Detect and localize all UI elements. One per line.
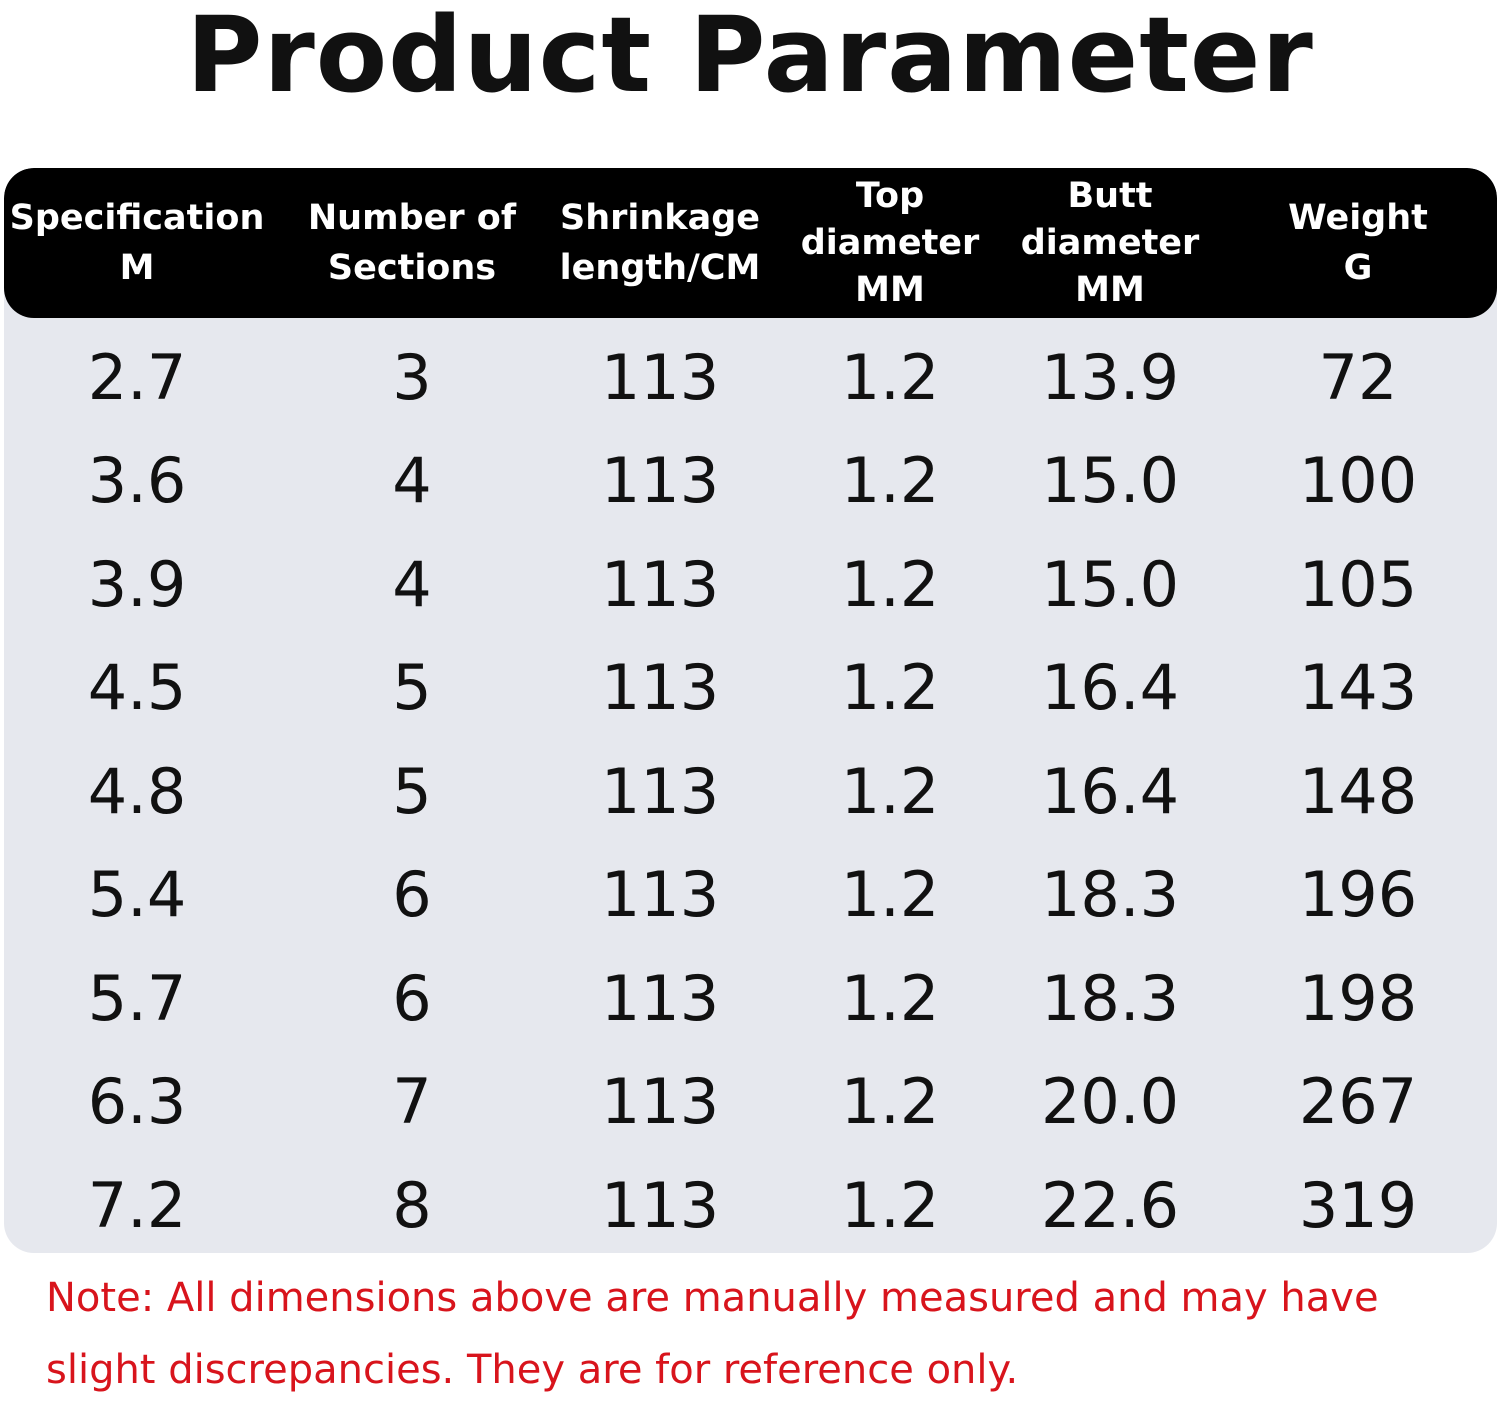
table-cell: 1.2 (840, 340, 940, 414)
header-line: diameter (1020, 222, 1200, 263)
table-cell: 1.2 (840, 754, 940, 828)
table-cell: 100 (1298, 444, 1418, 517)
table-cell: 6 (392, 961, 432, 1035)
table-cell: 3.6 (87, 444, 187, 517)
table-cell: 5.4 (87, 858, 187, 931)
table-cell: 105 (1298, 547, 1418, 621)
header-cell: Top diameter MM (790, 168, 990, 318)
table-cell: 1.2 (840, 444, 940, 517)
table-cell: 4.5 (87, 651, 187, 724)
table-cell: 319 (1298, 1168, 1418, 1242)
table-cell: 113 (600, 858, 720, 931)
table-cell: 15.0 (1040, 444, 1180, 517)
table-cell: 113 (600, 754, 720, 828)
table-cell: 7 (392, 1065, 432, 1138)
table-cell: 198 (1298, 961, 1418, 1035)
table-cell: 148 (1298, 754, 1418, 828)
table-cell: 113 (600, 651, 720, 724)
table-cell: 1.2 (840, 1065, 940, 1138)
header-cell: Butt diameter MM (1000, 168, 1220, 318)
table-cell: 113 (600, 547, 720, 621)
table-cell: 4.8 (87, 754, 187, 828)
header-cell: Shrinkage length/CM (540, 168, 780, 318)
title: Product Parameter (186, 0, 1314, 116)
header-cell: Weight G (1238, 168, 1478, 318)
header-line: Top (855, 175, 925, 216)
header-line: length/CM (559, 248, 761, 288)
table-cell: 113 (600, 444, 720, 517)
table-cell: 1.2 (840, 961, 940, 1035)
header-cell: Specification M (4, 168, 272, 318)
table-cell: 143 (1298, 651, 1418, 724)
header-line: diameter (800, 222, 980, 263)
table-cell: 5 (392, 754, 432, 828)
header-line: MM (1075, 269, 1145, 310)
table-cell: 113 (600, 1168, 720, 1242)
table-cell: 267 (1298, 1065, 1418, 1138)
table-cell: 4 (392, 547, 432, 621)
header-line: G (1343, 248, 1373, 288)
table-cell: 72 (1318, 340, 1398, 414)
table-cell: 18.3 (1040, 961, 1180, 1035)
header-line: Butt (1067, 175, 1153, 216)
table-cell: 15.0 (1040, 547, 1180, 621)
table-cell: 18.3 (1040, 858, 1180, 931)
header-line: Number of (307, 198, 517, 238)
table-cell: 6 (392, 858, 432, 931)
table-cell: 22.6 (1040, 1168, 1180, 1242)
table-cell: 1.2 (840, 858, 940, 931)
header-line: M (119, 248, 155, 288)
table-cell: 3.9 (87, 547, 187, 621)
table-cell: 113 (600, 961, 720, 1035)
table-cell: 4 (392, 444, 432, 517)
table-cell: 16.4 (1040, 754, 1180, 828)
header-cell: Number of Sections (282, 168, 542, 318)
table-cell: 6.3 (87, 1065, 187, 1138)
header-line: Specification (9, 198, 265, 238)
table-cell: 5 (392, 651, 432, 724)
table-cell: 1.2 (840, 651, 940, 724)
header-line: Weight (1288, 198, 1428, 238)
table-cell: 16.4 (1040, 651, 1180, 724)
parameter-table: Specification M Number of Sections Shrinkage… (4, 168, 1497, 1253)
table-cell: 1.2 (840, 1168, 940, 1242)
table-header: Specification M Number of Sections Shrinkage… (4, 168, 1497, 318)
header-line: MM (855, 269, 925, 310)
note: Note: All dimensions above are manually … (46, 1275, 1379, 1393)
table-cell: 8 (392, 1168, 432, 1242)
table-cell: 1.2 (840, 547, 940, 621)
table-cell: 13.9 (1040, 340, 1180, 414)
header-line: Shrinkage (560, 198, 760, 238)
table-cell: 5.7 (87, 961, 187, 1035)
table-cell: 113 (600, 1065, 720, 1138)
table-cell: 20.0 (1040, 1065, 1180, 1138)
table-cell: 2.7 (87, 340, 187, 414)
table-cell: 113 (600, 340, 720, 414)
table-cell: 3 (392, 340, 432, 414)
table-cell: 196 (1298, 858, 1418, 931)
table-cell: 7.2 (87, 1168, 187, 1242)
header-line: Sections (327, 248, 497, 288)
